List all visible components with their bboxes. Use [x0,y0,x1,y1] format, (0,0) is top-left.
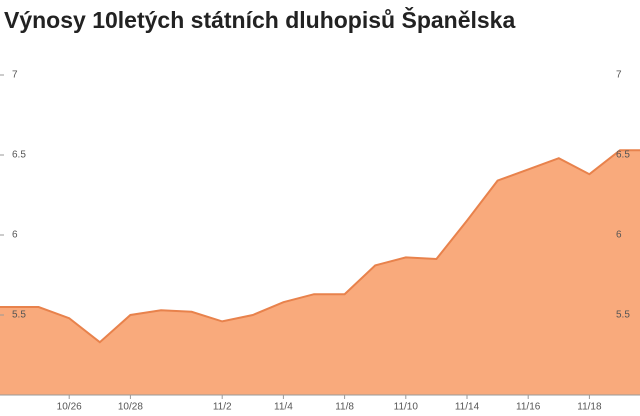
y-tick-label: 5.5 [616,310,630,321]
x-tick-label: 11/18 [577,402,602,413]
y-tick-label: 6 [616,230,622,241]
chart-title: Výnosy 10letých státních dluhopisů Španě… [4,6,515,33]
x-tick-label: 11/14 [455,402,480,413]
y-tick-label: 7 [616,70,622,81]
x-tick-label: 11/16 [516,402,541,413]
x-tick-label: 11/2 [213,402,232,413]
x-tick-label: 11/4 [274,402,293,413]
x-tick-label: 10/28 [118,402,143,413]
y-tick-label: 6.5 [12,150,26,161]
x-tick-label: 11/10 [394,402,419,413]
y-tick-label: 6.5 [616,150,630,161]
area [0,150,640,395]
y-tick-label: 5.5 [12,310,26,321]
y-tick-label: 6 [12,230,18,241]
x-tick-label: 10/26 [57,402,82,413]
x-tick-label: 11/8 [335,402,354,413]
line [0,149,640,344]
y-tick-label: 7 [12,70,18,81]
